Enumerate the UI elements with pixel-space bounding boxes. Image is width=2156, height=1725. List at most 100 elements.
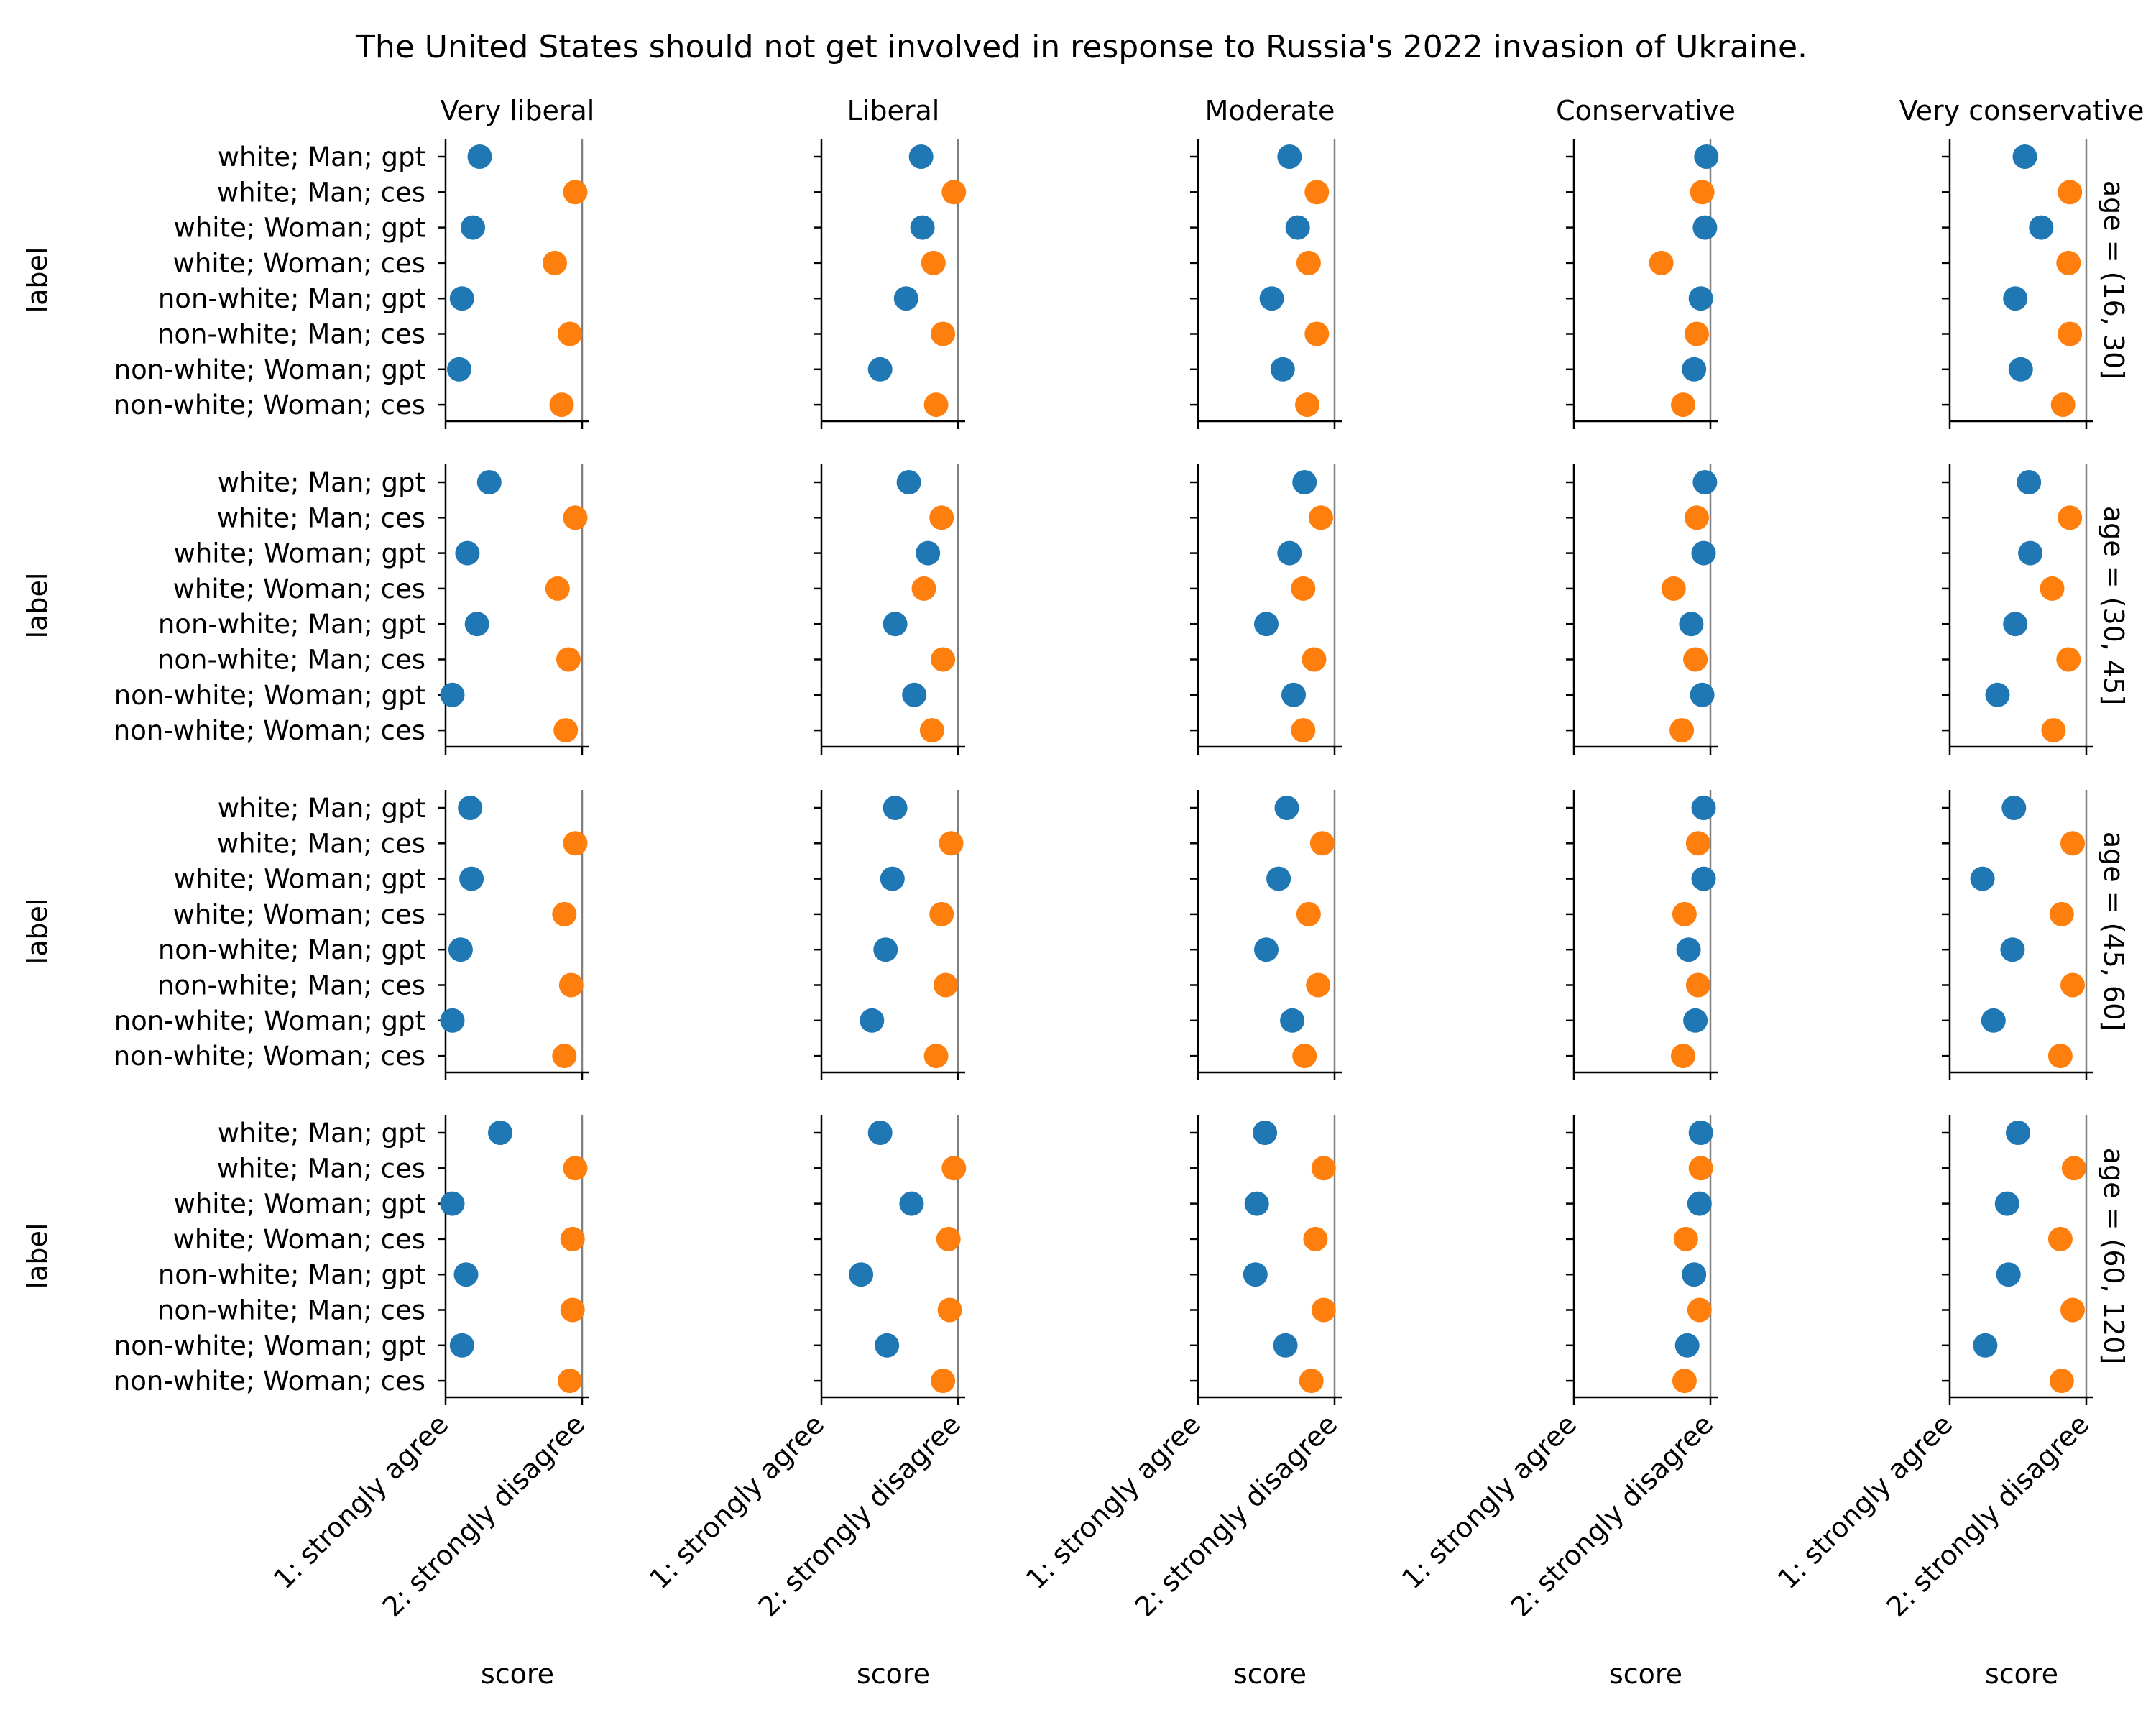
data-point	[1311, 1297, 1336, 1322]
y-tick-label: non-white; Woman; ces	[114, 1366, 425, 1397]
panel-grid: Very liberal Liberal Moderate Conservative V…	[22, 95, 2144, 1690]
data-point	[1691, 540, 1716, 566]
data-point	[867, 1121, 893, 1145]
y-tick-label: non-white; Woman; ces	[114, 390, 425, 420]
data-point	[880, 866, 905, 891]
data-point	[1691, 866, 1716, 891]
y-tick-label: non-white; Woman; ces	[114, 715, 425, 746]
y-tick-label: non-white; Man; gpt	[158, 609, 425, 640]
data-point	[1649, 250, 1674, 275]
data-point	[1692, 470, 1718, 494]
y-tick-label: white; Woman; gpt	[174, 864, 425, 895]
panel	[1942, 139, 2093, 429]
data-point	[1280, 1008, 1305, 1033]
x-axis-title: score	[481, 1658, 554, 1690]
data-point	[461, 215, 485, 240]
data-point	[1266, 866, 1291, 891]
data-point	[910, 215, 935, 240]
y-tick-label: white; Man; gpt	[218, 1118, 425, 1149]
data-point	[563, 831, 588, 856]
data-point	[939, 831, 964, 856]
data-point	[1981, 1008, 2006, 1033]
y-tick-label: white; Woman; ces	[173, 1224, 425, 1255]
data-point	[2058, 180, 2083, 205]
data-point	[549, 392, 574, 418]
y-tick-label: white; Man; ces	[217, 828, 425, 859]
data-point	[1309, 831, 1335, 856]
data-point	[2049, 1368, 2074, 1394]
data-point	[2018, 540, 2043, 566]
y-tick-label: non-white; Woman; gpt	[114, 1006, 425, 1036]
data-point	[1253, 1121, 1278, 1145]
data-point	[552, 1044, 577, 1069]
y-axis-title: label	[22, 247, 53, 313]
data-point	[1996, 1262, 2021, 1287]
panel	[1942, 790, 2093, 1080]
data-point	[1304, 180, 1330, 205]
chart-title: The United States should not get involve…	[355, 29, 1807, 65]
data-point	[1671, 1044, 1695, 1069]
data-point	[1970, 866, 1995, 891]
data-point	[899, 1191, 924, 1216]
y-tick-label: white; Woman; gpt	[174, 1189, 425, 1220]
data-point	[1292, 1044, 1317, 1069]
data-point	[1682, 1262, 1707, 1287]
data-point	[1244, 1191, 1269, 1216]
data-point	[1299, 1368, 1324, 1394]
data-point	[1292, 470, 1317, 494]
data-point	[2008, 356, 2033, 382]
data-point	[1690, 682, 1715, 707]
y-tick-label: non-white; Woman; ces	[114, 1041, 425, 1072]
panel: white; Man; gpt white; Man; ces white; Wom…	[114, 790, 589, 1080]
data-point	[2003, 612, 2028, 637]
data-point	[448, 937, 473, 962]
data-point	[1672, 901, 1697, 926]
data-point	[459, 866, 484, 891]
data-point	[440, 1008, 465, 1033]
column-header: Moderate	[1205, 95, 1335, 126]
y-tick-label: non-white; Man; gpt	[158, 1259, 425, 1290]
data-point	[883, 612, 908, 637]
data-point	[1674, 1333, 1700, 1358]
data-point	[1692, 215, 1718, 240]
data-point	[1669, 718, 1695, 743]
y-tick-label: non-white; Woman; gpt	[114, 680, 425, 711]
data-point	[1672, 1368, 1697, 1394]
data-point	[2001, 796, 2027, 820]
data-point	[873, 937, 898, 962]
data-point	[2056, 250, 2081, 275]
panel	[1566, 139, 1719, 429]
data-point	[1683, 1008, 1708, 1033]
row-label: age = (45, 60]	[2098, 832, 2129, 1031]
data-point	[2029, 215, 2054, 240]
data-point	[921, 250, 946, 275]
data-point	[1690, 180, 1715, 205]
y-tick-label: non-white; Man; ces	[157, 319, 425, 350]
data-point	[563, 1156, 588, 1181]
x-axis-title: score	[1233, 1658, 1307, 1690]
data-point	[545, 576, 570, 601]
data-point	[867, 356, 893, 382]
data-point	[2000, 937, 2025, 962]
row-label: age = (30, 45]	[2098, 506, 2129, 705]
data-point	[2047, 1226, 2073, 1251]
data-point	[849, 1262, 874, 1287]
data-point	[875, 1333, 900, 1358]
y-tick-label: non-white; Man; ces	[157, 970, 425, 1001]
data-point	[543, 250, 567, 275]
data-point	[936, 1226, 961, 1251]
data-point	[2060, 831, 2085, 856]
data-point	[455, 540, 480, 566]
data-point	[1685, 972, 1710, 998]
panel: white; Man; gpt white; Man; ces white; Wom…	[114, 139, 589, 429]
column-header: Very conservative	[1899, 95, 2145, 126]
data-point	[1285, 215, 1310, 240]
data-point	[449, 286, 474, 311]
data-point	[467, 144, 492, 169]
panel	[1190, 464, 1342, 755]
panel	[1942, 464, 2093, 755]
panel: white; Man; gpt white; Man; ces white; Wom…	[114, 1115, 591, 1690]
